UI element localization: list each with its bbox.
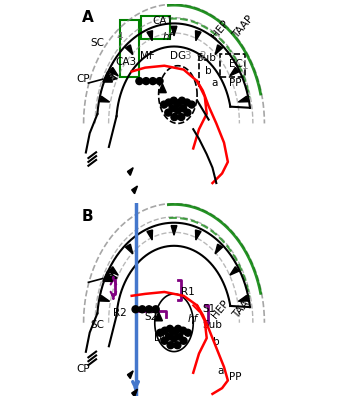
Text: SC: SC	[90, 320, 104, 330]
Text: hf: hf	[188, 314, 198, 324]
Polygon shape	[125, 45, 133, 55]
Circle shape	[184, 329, 191, 336]
Circle shape	[143, 78, 150, 84]
Circle shape	[175, 325, 182, 332]
Text: 1: 1	[242, 61, 248, 71]
Circle shape	[149, 78, 156, 84]
Text: R1: R1	[181, 287, 194, 297]
Circle shape	[174, 100, 181, 107]
Circle shape	[161, 327, 168, 334]
Circle shape	[167, 342, 174, 349]
Text: a: a	[217, 366, 223, 376]
Polygon shape	[100, 296, 110, 301]
Circle shape	[157, 329, 164, 336]
Text: b: b	[205, 66, 212, 76]
Text: MF: MF	[140, 51, 155, 61]
Circle shape	[152, 306, 159, 313]
Polygon shape	[171, 26, 177, 36]
Polygon shape	[147, 31, 152, 41]
Text: PP: PP	[229, 372, 242, 382]
Circle shape	[171, 335, 177, 342]
Circle shape	[136, 78, 143, 84]
Text: S2: S2	[144, 312, 158, 322]
Text: DG: DG	[155, 333, 171, 343]
Text: TAAP: TAAP	[231, 14, 255, 40]
Polygon shape	[238, 96, 248, 102]
Text: CA3: CA3	[115, 57, 136, 67]
Text: TAAP: TAAP	[231, 294, 255, 321]
Circle shape	[179, 97, 185, 104]
Polygon shape	[103, 271, 112, 281]
Circle shape	[171, 328, 177, 335]
Circle shape	[188, 101, 195, 108]
Polygon shape	[147, 230, 152, 240]
Polygon shape	[127, 168, 133, 175]
Circle shape	[184, 109, 191, 116]
Circle shape	[165, 109, 172, 116]
Polygon shape	[125, 244, 133, 254]
Polygon shape	[155, 312, 163, 321]
Text: A: A	[82, 10, 93, 25]
Circle shape	[178, 114, 185, 120]
Circle shape	[139, 306, 146, 313]
Polygon shape	[215, 244, 223, 254]
Text: PP: PP	[229, 78, 242, 88]
Polygon shape	[196, 230, 201, 240]
Circle shape	[169, 105, 176, 112]
Polygon shape	[171, 226, 177, 235]
Text: hf: hf	[163, 32, 173, 42]
Polygon shape	[109, 68, 118, 76]
Polygon shape	[132, 389, 137, 397]
Text: Sub: Sub	[203, 320, 222, 330]
Text: CA1: CA1	[152, 16, 173, 26]
Circle shape	[156, 78, 163, 84]
Polygon shape	[140, 202, 145, 209]
Circle shape	[183, 99, 190, 106]
Circle shape	[145, 306, 152, 313]
Circle shape	[180, 327, 187, 334]
Polygon shape	[151, 213, 157, 220]
Circle shape	[180, 337, 187, 344]
Circle shape	[160, 101, 167, 108]
Text: a: a	[211, 78, 218, 88]
Polygon shape	[230, 267, 239, 275]
Polygon shape	[215, 45, 223, 55]
Text: R2: R2	[113, 308, 127, 318]
Text: 4: 4	[117, 32, 124, 42]
Text: CP: CP	[77, 364, 90, 374]
Text: Sub: Sub	[197, 53, 217, 63]
Text: EC: EC	[229, 59, 243, 69]
Text: 2: 2	[199, 51, 206, 61]
Text: S1: S1	[202, 304, 215, 314]
Circle shape	[180, 105, 187, 112]
Polygon shape	[132, 186, 137, 194]
Circle shape	[171, 114, 178, 120]
Text: HEP: HEP	[210, 18, 231, 40]
Polygon shape	[196, 31, 201, 41]
Polygon shape	[103, 72, 112, 82]
Text: CP: CP	[77, 74, 90, 84]
Circle shape	[166, 325, 173, 332]
Polygon shape	[159, 84, 166, 93]
Text: HEP: HEP	[210, 298, 231, 320]
Circle shape	[165, 99, 172, 106]
Polygon shape	[100, 96, 110, 102]
Circle shape	[132, 306, 139, 313]
Polygon shape	[109, 267, 118, 275]
Text: b: b	[213, 337, 220, 347]
Circle shape	[170, 97, 177, 104]
Circle shape	[161, 337, 168, 344]
Polygon shape	[238, 296, 248, 301]
Circle shape	[176, 333, 183, 340]
Circle shape	[174, 107, 181, 114]
Circle shape	[165, 333, 172, 340]
Circle shape	[174, 342, 181, 349]
Text: B: B	[82, 209, 93, 224]
Text: 3: 3	[184, 51, 191, 61]
Polygon shape	[230, 68, 239, 76]
Text: SC: SC	[90, 38, 104, 48]
Polygon shape	[127, 371, 133, 378]
Text: DG: DG	[170, 51, 186, 61]
